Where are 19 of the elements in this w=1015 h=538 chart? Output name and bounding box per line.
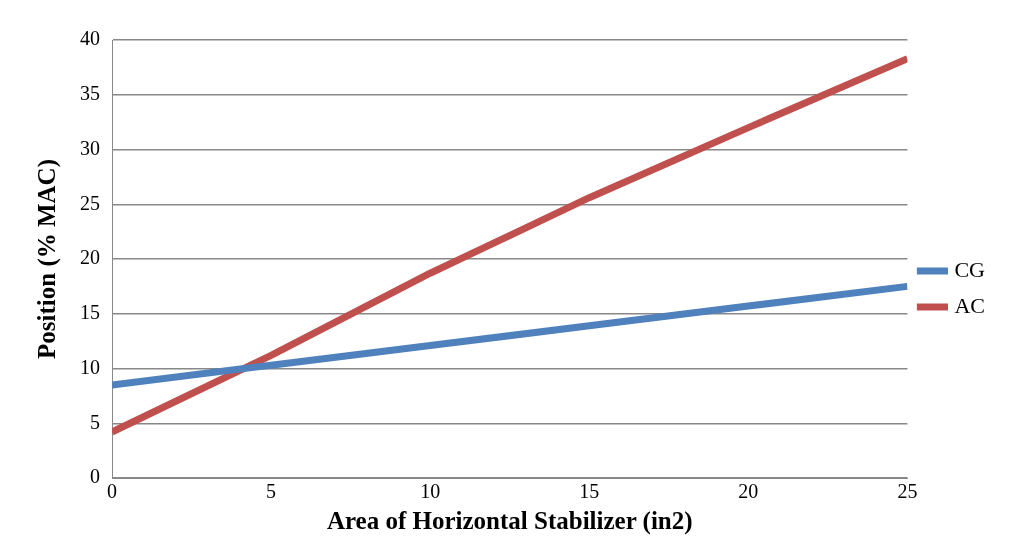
legend-label: CG xyxy=(954,256,986,282)
legend-label: AC xyxy=(954,292,985,318)
y-tick-label: 40 xyxy=(80,27,100,50)
y-tick-label: 10 xyxy=(80,355,100,378)
x-tick-label: 20 xyxy=(738,480,759,503)
x-tick-label: 10 xyxy=(420,480,441,503)
x-tick-label: 5 xyxy=(266,480,277,503)
y-tick-label: 15 xyxy=(80,301,100,323)
x-tick-label: 0 xyxy=(107,480,117,503)
y-axis-title: Position (% MAC) xyxy=(33,159,62,359)
y-tick-label: 25 xyxy=(80,191,100,214)
x-tick-label: 15 xyxy=(579,480,600,503)
y-tick-label: 20 xyxy=(80,246,100,269)
y-tick-label: 35 xyxy=(80,82,100,104)
x-axis-title: Area of Horizontal Stabilizer (in2) xyxy=(326,507,693,536)
y-tick-label: 5 xyxy=(90,410,100,433)
y-tick-label: 0 xyxy=(90,465,100,488)
y-tick-label: 30 xyxy=(80,136,100,159)
x-tick-label: 25 xyxy=(897,480,918,503)
